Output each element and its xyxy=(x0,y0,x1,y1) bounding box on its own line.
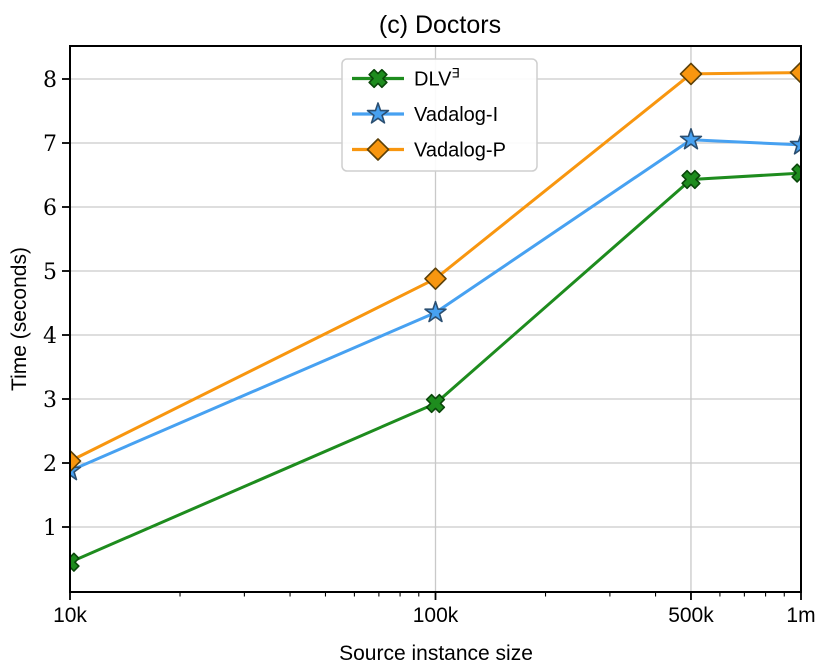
x-marker xyxy=(368,68,388,89)
star-marker xyxy=(366,102,390,124)
tick-labels: 1 2 3 4 5 6 7 8 10k 100k 500k 1m xyxy=(43,68,816,627)
y-tick-label: 2 xyxy=(43,452,57,477)
legend: DLV∃ Vadalog-I Vadalog-P xyxy=(341,58,538,172)
series-dlv xyxy=(70,163,801,572)
series-line xyxy=(70,71,801,463)
star-marker xyxy=(424,300,447,323)
x-tick-label: 100k xyxy=(413,604,459,627)
diamond-marker xyxy=(70,449,82,473)
legend-label: Vadalog-P xyxy=(414,140,506,162)
data-series xyxy=(70,61,801,572)
y-tick-label: 4 xyxy=(43,324,57,349)
diamond-marker xyxy=(789,61,801,84)
legend-label: Vadalog-I xyxy=(414,104,498,126)
y-tick-label: 3 xyxy=(43,388,57,413)
star-marker xyxy=(679,128,703,150)
series-line xyxy=(70,138,801,473)
y-tick-label: 1 xyxy=(43,516,57,541)
x-marker xyxy=(791,163,801,183)
x-tick-label: 500k xyxy=(668,604,714,627)
y-tick-label: 7 xyxy=(43,132,57,157)
legend-item-vadalog-i: Vadalog-I xyxy=(352,102,498,126)
y-tick-label: 6 xyxy=(43,196,57,221)
diamond-marker xyxy=(424,267,447,290)
legend-box xyxy=(341,58,538,172)
x-axis-label: Source instance size xyxy=(339,642,533,665)
star-marker xyxy=(789,133,801,155)
legend-item-dlv: DLV∃ xyxy=(352,66,460,91)
series-vadalog-i xyxy=(70,128,801,481)
x-marker xyxy=(70,552,80,572)
y-axis-label: Time (seconds) xyxy=(8,247,31,391)
x-marker xyxy=(681,169,701,190)
legend-label: DLV∃ xyxy=(414,66,460,91)
axis-ticks xyxy=(62,78,802,600)
y-tick-label: 8 xyxy=(43,68,57,93)
star-marker xyxy=(70,458,82,481)
y-tick-label: 5 xyxy=(43,260,57,285)
chart-title: (c) Doctors xyxy=(379,11,501,39)
diamond-marker xyxy=(679,62,703,86)
series-line xyxy=(70,171,801,564)
legend-item-vadalog-p: Vadalog-P xyxy=(352,138,506,162)
x-marker xyxy=(425,393,446,414)
x-tick-label: 1m xyxy=(786,604,815,627)
x-tick-label: 10k xyxy=(53,604,87,627)
diamond-marker xyxy=(366,138,390,161)
series-vadalog-p xyxy=(70,61,801,473)
